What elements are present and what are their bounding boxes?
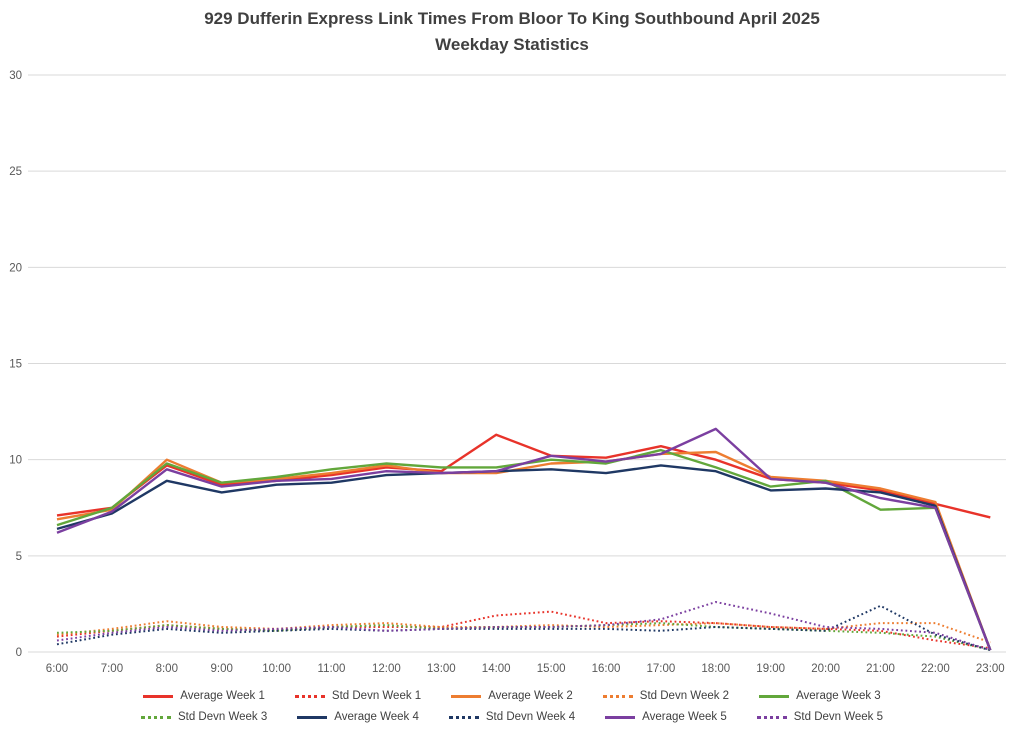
legend-swatch-dotted [294,694,325,698]
legend-item-std-devn-week-3[interactable]: Std Devn Week 3 [140,711,268,723]
x-tick-label: 21:00 [866,663,895,675]
y-tick-label: 25 [9,166,22,178]
y-tick-label: 0 [16,647,22,659]
y-tick-label: 10 [9,455,22,467]
legend-swatch-solid [297,715,328,719]
legend-swatch-dotted [140,715,171,719]
y-tick-label: 15 [9,359,22,371]
legend-item-std-devn-week-1[interactable]: Std Devn Week 1 [294,690,422,702]
x-tick-label: 18:00 [701,663,730,675]
legend-item-average-week-1[interactable]: Average Week 1 [143,690,265,702]
chart-legend: Average Week 1 Std Devn Week 1 Average Wee… [0,690,1024,723]
legend-label: Average Week 5 [642,711,727,723]
chart-title-block: 929 Dufferin Express Link Times From Blo… [0,6,1024,59]
legend-label: Average Week 4 [334,711,419,723]
legend-swatch-dotted [448,715,479,719]
chart-subtitle: Weekday Statistics [435,35,589,55]
legend-swatch-solid [451,694,482,698]
series-std-devn-week-5 [56,601,991,652]
legend-label: Std Devn Week 5 [793,711,884,723]
series-average-week-1 [56,433,991,519]
x-tick-label: 22:00 [921,663,950,675]
x-tick-label: 17:00 [647,663,676,675]
legend-label: Average Week 3 [796,690,881,702]
legend-item-average-week-2[interactable]: Average Week 2 [451,690,573,702]
series-average-week-5 [56,427,992,651]
x-tick-label: 7:00 [101,663,123,675]
legend-item-average-week-4[interactable]: Average Week 4 [297,711,419,723]
x-tick-label: 16:00 [592,663,621,675]
x-tick-label: 19:00 [756,663,785,675]
legend-swatch-solid [605,715,636,719]
legend-label: Std Devn Week 1 [331,690,422,702]
legend-row: Average Week 1 Std Devn Week 1 Average Wee… [0,690,1024,702]
y-tick-label: 20 [9,262,22,274]
legend-label: Average Week 2 [488,690,573,702]
legend-swatch-solid [759,694,790,698]
legend-item-std-devn-week-4[interactable]: Std Devn Week 4 [448,711,576,723]
series-std-devn-week-1 [56,610,991,650]
legend-item-std-devn-week-5[interactable]: Std Devn Week 5 [756,711,884,723]
legend-item-average-week-3[interactable]: Average Week 3 [759,690,881,702]
y-tick-label: 30 [9,70,22,82]
x-tick-label: 10:00 [262,663,291,675]
series-std-devn-week-3 [56,622,991,652]
legend-swatch-dotted [756,715,787,719]
x-tick-label: 9:00 [211,663,233,675]
legend-label: Average Week 1 [180,690,265,702]
legend-swatch-solid [143,694,174,698]
x-tick-label: 20:00 [811,663,840,675]
legend-label: Std Devn Week 2 [639,690,730,702]
x-tick-label: 15:00 [537,663,566,675]
series-std-devn-week-4 [56,604,991,652]
series-average-week-4 [56,464,992,651]
legend-label: Std Devn Week 3 [177,711,268,723]
legend-swatch-dotted [602,694,633,698]
legend-label: Std Devn Week 4 [485,711,576,723]
legend-item-average-week-5[interactable]: Average Week 5 [605,711,727,723]
x-tick-label: 8:00 [156,663,178,675]
x-tick-label: 6:00 [46,663,68,675]
chart-title: 929 Dufferin Express Link Times From Blo… [204,9,820,28]
series-std-devn-week-2 [56,620,991,644]
x-tick-label: 11:00 [318,663,346,675]
legend-item-std-devn-week-2[interactable]: Std Devn Week 2 [602,690,730,702]
x-tick-label: 14:00 [482,663,511,675]
y-tick-label: 5 [16,551,22,563]
x-tick-label: 12:00 [372,663,401,675]
x-tick-label: 13:00 [427,663,456,675]
legend-row: Std Devn Week 3 Average Week 4 Std Devn We… [0,711,1024,723]
x-tick-label: 23:00 [976,663,1005,675]
